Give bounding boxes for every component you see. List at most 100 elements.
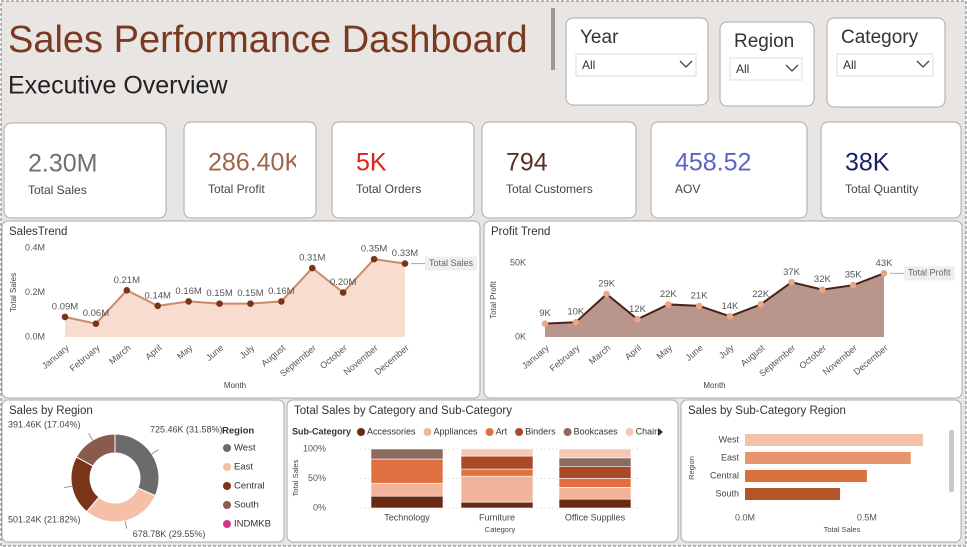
filter-value: All [582,58,595,72]
kpi-card [481,121,637,219]
bar [745,488,841,500]
legend-label: Binders [525,426,556,436]
legend-next[interactable] [658,428,663,436]
y-axis-label: Total Sales [291,459,300,496]
legend-swatch [563,428,572,436]
bar-segment [460,455,534,470]
legend-label: West [234,443,256,454]
data-label: 0.09M [52,301,78,312]
y-tick-label: East [721,452,740,462]
point [185,298,192,305]
bar-segment [370,495,444,509]
point [154,302,162,310]
line [64,258,406,325]
filter-label: Category [841,27,919,48]
x-axis-label: Month [703,381,725,390]
y-tick-label: 0.0M [25,331,45,341]
kpi-card [331,121,475,219]
kpi-card [820,121,962,219]
data-label: 14K [721,301,739,312]
filter-value: All [843,58,856,72]
area [545,273,884,337]
legend-label: Total Profit [908,268,951,278]
bar-segment [460,448,534,457]
point [370,255,378,263]
legend-swatch [223,482,231,490]
bar-segment [370,458,444,484]
data-label: 32K [814,274,832,285]
scrollbar[interactable] [949,430,954,492]
data-label: 0.15M [237,288,263,299]
bar-segment [558,448,632,459]
data-label: 725.46K (31.58%) [150,424,223,434]
legend-swatch [223,444,231,452]
data-label: 501.24K (21.82%) [8,514,81,524]
x-tick-label: 0.5M [857,512,877,522]
point [61,313,69,321]
kpi-card [650,121,808,219]
legend-label: Bookcases [574,426,619,436]
data-label: 37K [783,267,801,278]
bar-segment [460,475,534,503]
data-label: 0.33M [392,248,418,259]
data-label: 22K [752,289,770,300]
point [92,320,100,327]
legend-label: INDMKB [234,519,271,530]
dashboard-title: Sales Performance Dashboard [8,19,528,61]
leader-line [151,449,159,455]
kpi-card [183,121,317,219]
point [880,270,888,277]
legend-swatch [423,428,432,436]
legend-label: Appliances [434,426,479,436]
legend-label: Chairs [636,426,663,436]
data-label: 0.31M [299,253,325,264]
kpi-value: 794 [506,149,548,177]
chart-title: Profit Trend [491,226,550,238]
legend-tag [425,256,478,271]
point [123,286,131,294]
filter-dropdown[interactable] [729,57,803,81]
data-label: 10K [567,307,585,318]
y-tick-label: Central [710,470,739,480]
y-axis-label: Region [687,456,696,480]
bar-segment [558,478,632,488]
kpi-value: 458.52 [675,149,751,177]
data-label: 0.21M [114,275,140,286]
bar [745,434,923,446]
leader-line [124,520,128,529]
legend-swatch [485,428,494,436]
legend-tag [904,266,955,281]
donut-slice [75,433,116,467]
data-label: 9K [539,308,551,319]
kpi-value: 5K [356,149,387,177]
x-axis-label: Category [485,525,516,534]
y-tick-label: West [719,434,740,444]
legend-label: South [234,500,259,511]
legend-title: Sub-Category [292,426,351,436]
chart-title: Sales by Region [9,405,93,417]
kpi-value: 2.30M [28,150,97,178]
y-tick-label: 0.4M [25,242,45,252]
legend-swatch [223,520,231,528]
leader-line [88,433,93,441]
dropdown-chevron [785,64,799,72]
bar-segment [558,498,632,509]
y-tick-label: South [715,488,739,498]
x-tick-label: Technology [384,512,430,522]
chart-title: Sales by Sub-Category Region [688,405,846,417]
data-label: 678.78K (29.55%) [133,529,206,539]
dropdown-chevron [679,60,693,68]
legend-swatch [223,501,231,509]
point [819,286,826,293]
y-axis-label: Total Sales [9,273,18,312]
legend-swatch [515,428,524,436]
point [634,315,641,323]
point [216,300,223,307]
filter-dropdown[interactable] [836,53,934,77]
data-label: 29K [598,279,616,290]
bar [745,452,911,464]
filter-dropdown[interactable] [575,53,697,77]
data-label: 391.46K (17.04%) [8,420,81,430]
kpi-label: Total Customers [506,182,593,196]
